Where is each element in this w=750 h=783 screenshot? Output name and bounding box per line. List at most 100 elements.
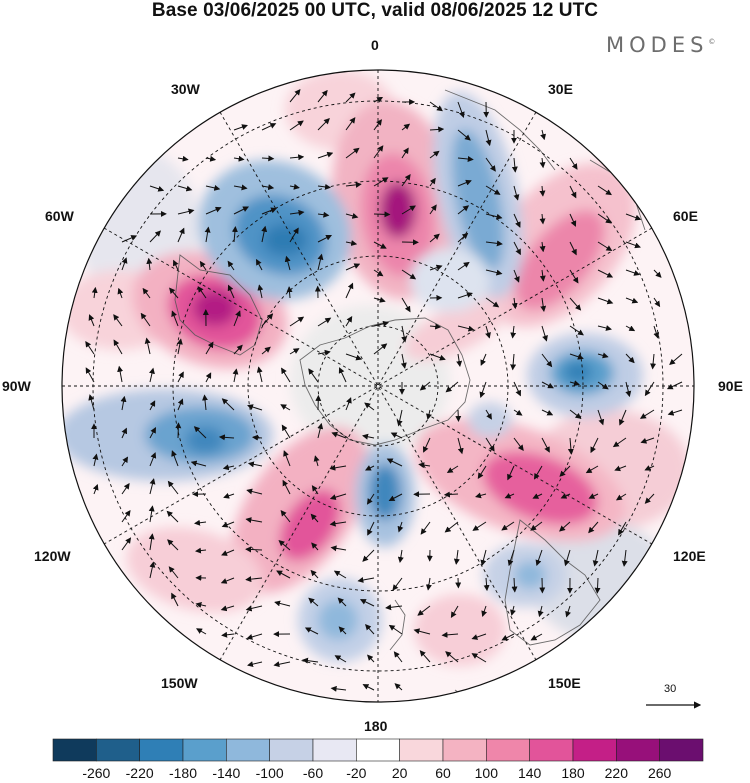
wind-vector xyxy=(169,287,179,299)
wind-vector xyxy=(441,631,459,638)
wind-vector xyxy=(168,566,179,579)
wind-vector xyxy=(510,353,517,371)
lon-label-150w: 150W xyxy=(161,675,198,691)
wind-vector xyxy=(345,240,358,246)
wind-vector xyxy=(121,482,130,495)
wind-vector xyxy=(588,521,599,534)
wind-vector xyxy=(317,253,324,271)
wind-vector xyxy=(345,147,360,159)
wind-vector xyxy=(85,367,95,383)
wind-vector xyxy=(345,263,361,271)
colorbar-tick-label: 180 xyxy=(561,765,585,781)
wind-vector xyxy=(289,120,304,131)
colorbar-tick-label: 260 xyxy=(647,765,672,781)
wind-vector xyxy=(308,368,319,383)
wind-vector xyxy=(92,453,99,467)
wind-vector xyxy=(329,520,347,527)
wind-vector xyxy=(569,380,580,387)
wind-vector xyxy=(429,233,440,243)
wind-vector xyxy=(569,269,579,284)
wind-vector xyxy=(302,657,319,664)
colorbar-tick-label: 60 xyxy=(435,765,451,781)
modes-logo: MODES© xyxy=(606,33,716,57)
wind-vector xyxy=(232,368,239,383)
wind-vector xyxy=(149,230,161,243)
wind-vector xyxy=(425,577,432,591)
wind-vector xyxy=(457,437,464,455)
wind-vector xyxy=(362,433,375,440)
wind-vector xyxy=(429,101,443,112)
wind-vector xyxy=(457,232,469,243)
wind-vector xyxy=(205,184,221,191)
wind-vector xyxy=(625,297,639,304)
colorbar-swatch xyxy=(572,738,617,762)
wind-vector xyxy=(390,432,403,439)
wind-vector xyxy=(569,409,582,419)
wind-vector xyxy=(85,340,95,355)
colorbar-swatch xyxy=(226,738,270,762)
wind-vector xyxy=(121,456,129,467)
wind-vector xyxy=(205,372,212,383)
wind-vector xyxy=(483,577,490,592)
wind-vector xyxy=(171,310,179,327)
wind-vector xyxy=(88,314,95,327)
wind-vector xyxy=(121,537,132,551)
wind-vector xyxy=(401,297,411,313)
wind-vector xyxy=(397,521,404,533)
colorbar xyxy=(52,738,704,762)
wind-vector xyxy=(453,549,460,565)
wind-vector xyxy=(388,624,403,635)
wind-vector xyxy=(233,344,243,355)
wind-vector xyxy=(362,684,375,691)
wind-vector xyxy=(317,422,324,439)
wind-vector xyxy=(563,549,571,567)
wind-vector xyxy=(569,325,584,336)
wind-vector xyxy=(590,437,599,454)
wind-vector xyxy=(286,286,293,299)
wind-vector xyxy=(597,185,612,196)
wind-vector xyxy=(252,434,263,441)
wind-vector xyxy=(539,185,546,197)
wind-vector xyxy=(530,633,543,641)
wind-vector xyxy=(367,654,375,663)
lon-label-60e: 60E xyxy=(673,208,698,224)
wind-vector xyxy=(485,269,503,276)
wind-vector xyxy=(373,177,389,187)
wind-vector xyxy=(149,561,156,579)
wind-vector xyxy=(511,577,518,593)
wind-vector xyxy=(317,234,332,243)
wind-vector xyxy=(539,269,546,282)
wind-vector xyxy=(121,257,128,271)
wind-vector xyxy=(281,367,291,383)
colorbar-tick-label: -140 xyxy=(212,765,241,781)
wind-vector xyxy=(669,353,683,366)
wind-vector xyxy=(539,241,546,253)
wind-vector xyxy=(121,509,131,523)
wind-vector xyxy=(625,213,642,221)
wind-vector xyxy=(413,628,431,635)
wind-vector xyxy=(537,605,544,618)
lon-label-90w: 90W xyxy=(2,378,31,394)
wind-vector xyxy=(175,422,182,439)
wind-vector xyxy=(121,235,138,243)
wind-vector xyxy=(485,325,491,339)
wind-vector xyxy=(362,549,375,562)
colorbar-tick-label: -20 xyxy=(346,765,367,781)
wind-vector xyxy=(304,627,319,635)
wind-vector xyxy=(373,241,387,249)
wind-vector xyxy=(443,491,459,498)
wind-vector xyxy=(618,521,627,536)
wind-vector xyxy=(457,325,475,332)
wind-vector xyxy=(457,101,465,118)
wind-vector xyxy=(429,264,443,271)
colorbar-tick-label: 220 xyxy=(604,765,629,781)
wind-vector xyxy=(373,343,388,355)
wind-vector xyxy=(513,241,521,256)
wind-vector xyxy=(193,426,207,439)
wind-vector xyxy=(612,437,627,448)
wind-vector xyxy=(569,157,578,170)
wind-vector xyxy=(221,521,235,528)
wind-vector xyxy=(317,211,330,218)
wind-vector xyxy=(429,177,436,187)
wind-vector xyxy=(113,339,123,355)
